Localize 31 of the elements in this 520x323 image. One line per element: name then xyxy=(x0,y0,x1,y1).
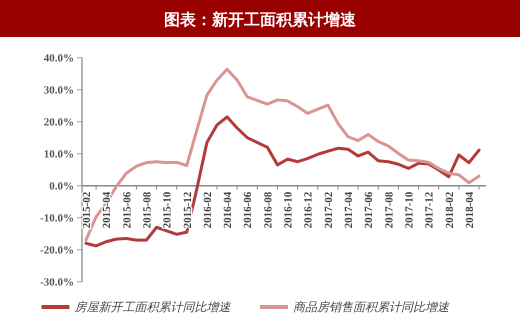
y-tick-label: 10.0% xyxy=(44,148,74,161)
y-tick-label: -30.0% xyxy=(40,276,74,289)
x-tick-label: 2016-02 xyxy=(202,191,214,228)
x-tick-label: 2017-10 xyxy=(403,191,416,228)
y-tick-label: 0.0% xyxy=(49,180,74,193)
x-tick-label: 2018-04 xyxy=(464,191,476,228)
y-tick-label: 30.0% xyxy=(44,84,74,97)
x-tick-label: 2017-06 xyxy=(363,191,376,228)
x-tick-label: 2015-12 xyxy=(182,191,194,228)
x-tick-label: 2017-04 xyxy=(343,191,355,228)
x-tick-label: 2015-02 xyxy=(81,191,93,228)
y-tick-label: 20.0% xyxy=(44,116,74,129)
x-tick-label: 2016-04 xyxy=(222,191,234,228)
x-tick-label: 2016-10 xyxy=(282,191,295,228)
x-tick-label: 2017-02 xyxy=(322,191,335,228)
chart-title: 图表：新开工面积累计增速 xyxy=(164,11,357,29)
x-tick-label: 2016-12 xyxy=(302,191,315,228)
legend-label: 商品房销售面积累计同比增速 xyxy=(293,300,450,314)
x-tick-label: 2016-08 xyxy=(262,191,274,228)
y-tick-label: 40.0% xyxy=(44,52,74,65)
x-tick-label: 2015-08 xyxy=(141,191,154,228)
x-tick-label: 2015-06 xyxy=(121,191,134,228)
x-tick-label: 2017-12 xyxy=(424,191,436,228)
x-tick-label: 2016-06 xyxy=(242,191,254,228)
x-tick-label: 2018-02 xyxy=(444,191,456,228)
x-tick-label: 2017-08 xyxy=(383,191,396,228)
y-tick-label: -20.0% xyxy=(40,244,74,257)
x-tick-label: 2015-04 xyxy=(101,191,114,228)
y-tick-label: -10.0% xyxy=(40,212,74,225)
legend-label: 房屋新开工面积累计同比增速 xyxy=(74,300,232,314)
x-tick-label: 2015-10 xyxy=(162,191,174,228)
